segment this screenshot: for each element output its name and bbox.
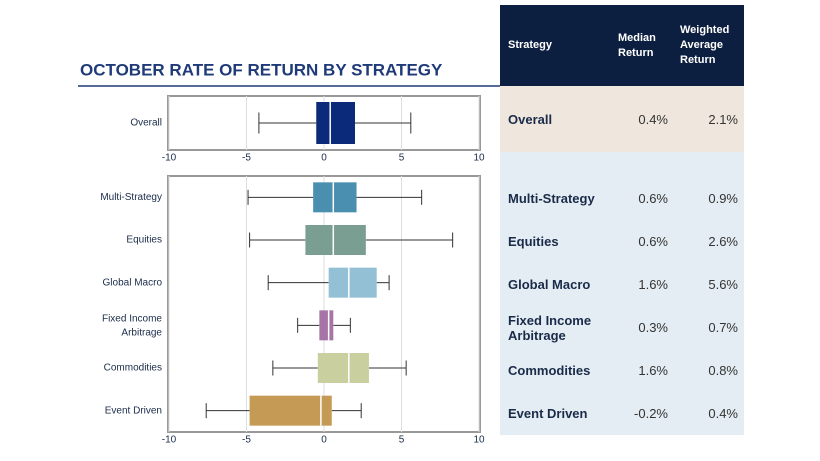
table-header: Strategy Median Return Weighted Average Re… bbox=[500, 5, 744, 86]
table-cell: Global Macro bbox=[508, 277, 591, 292]
category-label: Multi-Strategy bbox=[100, 192, 162, 203]
table-cell: Overall bbox=[508, 111, 553, 127]
x-tick-label: 10 bbox=[473, 153, 485, 164]
table-row: Multi-Strategy 0.6% 0.9% bbox=[500, 177, 744, 220]
x-tick-label: -10 bbox=[162, 435, 177, 446]
table-cell: 0.6% bbox=[638, 234, 668, 249]
table-cell: 0.4% bbox=[708, 406, 738, 421]
x-tick-label: -5 bbox=[242, 153, 251, 164]
header-row: Strategy Median Return Weighted Average Re… bbox=[500, 5, 744, 86]
x-tick-label: -10 bbox=[162, 153, 177, 164]
table-cell: 1.6% bbox=[638, 363, 668, 378]
category-label: Fixed Income Arbitrage bbox=[102, 313, 162, 338]
table-cell: 1.6% bbox=[638, 277, 668, 292]
box bbox=[319, 310, 334, 341]
table-cell: Fixed Income Arbitrage bbox=[508, 312, 592, 343]
x-tick-label: 5 bbox=[399, 435, 405, 446]
x-tick-label: -5 bbox=[242, 435, 251, 446]
table-row: Commodities 1.6% 0.8% bbox=[500, 349, 744, 392]
table-cell: Multi-Strategy bbox=[508, 191, 595, 206]
x-tick-label: 0 bbox=[321, 153, 327, 164]
x-tick-label: 5 bbox=[399, 153, 405, 164]
table-row: Equities 0.6% 2.6% bbox=[500, 220, 744, 263]
table-row: Overall 0.4% 2.1% bbox=[500, 86, 744, 152]
table-row: Fixed Income Arbitrage 0.3% 0.7% bbox=[500, 306, 744, 349]
chart-title: OCTOBER RATE OF RETURN BY STRATEGY bbox=[80, 60, 443, 79]
header-cell: Strategy bbox=[508, 39, 553, 51]
x-tick-label: 0 bbox=[321, 435, 327, 446]
table-body: Multi-Strategy 0.6% 0.9% Equities 0.6% 2.6% Gl… bbox=[500, 152, 744, 435]
overall-row-bg: Overall 0.4% 2.1% bbox=[500, 86, 744, 152]
table-row: Event Driven -0.2% 0.4% bbox=[500, 392, 744, 435]
box bbox=[317, 353, 369, 383]
category-label: Global Macro bbox=[103, 277, 163, 288]
table-cell: 0.8% bbox=[708, 363, 738, 378]
box bbox=[305, 225, 366, 255]
table-cell: Equities bbox=[508, 234, 559, 249]
table-cell: 0.4% bbox=[638, 111, 668, 127]
table-cell: 0.7% bbox=[708, 320, 738, 335]
table-cell: Commodities bbox=[508, 363, 591, 378]
table-row: Global Macro 1.6% 5.6% bbox=[500, 263, 744, 306]
table-cell: -0.2% bbox=[634, 406, 668, 421]
category-label: Equities bbox=[126, 235, 162, 246]
box bbox=[249, 395, 332, 426]
table-cell: 0.3% bbox=[638, 320, 668, 335]
x-tick-label: 10 bbox=[473, 435, 485, 446]
box bbox=[313, 182, 357, 213]
table-cell: 5.6% bbox=[708, 277, 738, 292]
box bbox=[316, 102, 355, 144]
category-label: Event Driven bbox=[105, 405, 162, 416]
header-cell: Median Return bbox=[618, 31, 656, 59]
table-cell: 0.6% bbox=[638, 191, 668, 206]
table-cell: 2.6% bbox=[708, 234, 738, 249]
table-cell: 2.1% bbox=[708, 111, 738, 127]
header-cell: Weighted Average Return bbox=[680, 24, 730, 66]
table-cell: 0.9% bbox=[708, 191, 738, 206]
table-cell: Event Driven bbox=[508, 406, 588, 421]
category-label: Overall bbox=[130, 118, 162, 129]
category-label: Commodities bbox=[104, 363, 162, 374]
box bbox=[328, 267, 377, 298]
